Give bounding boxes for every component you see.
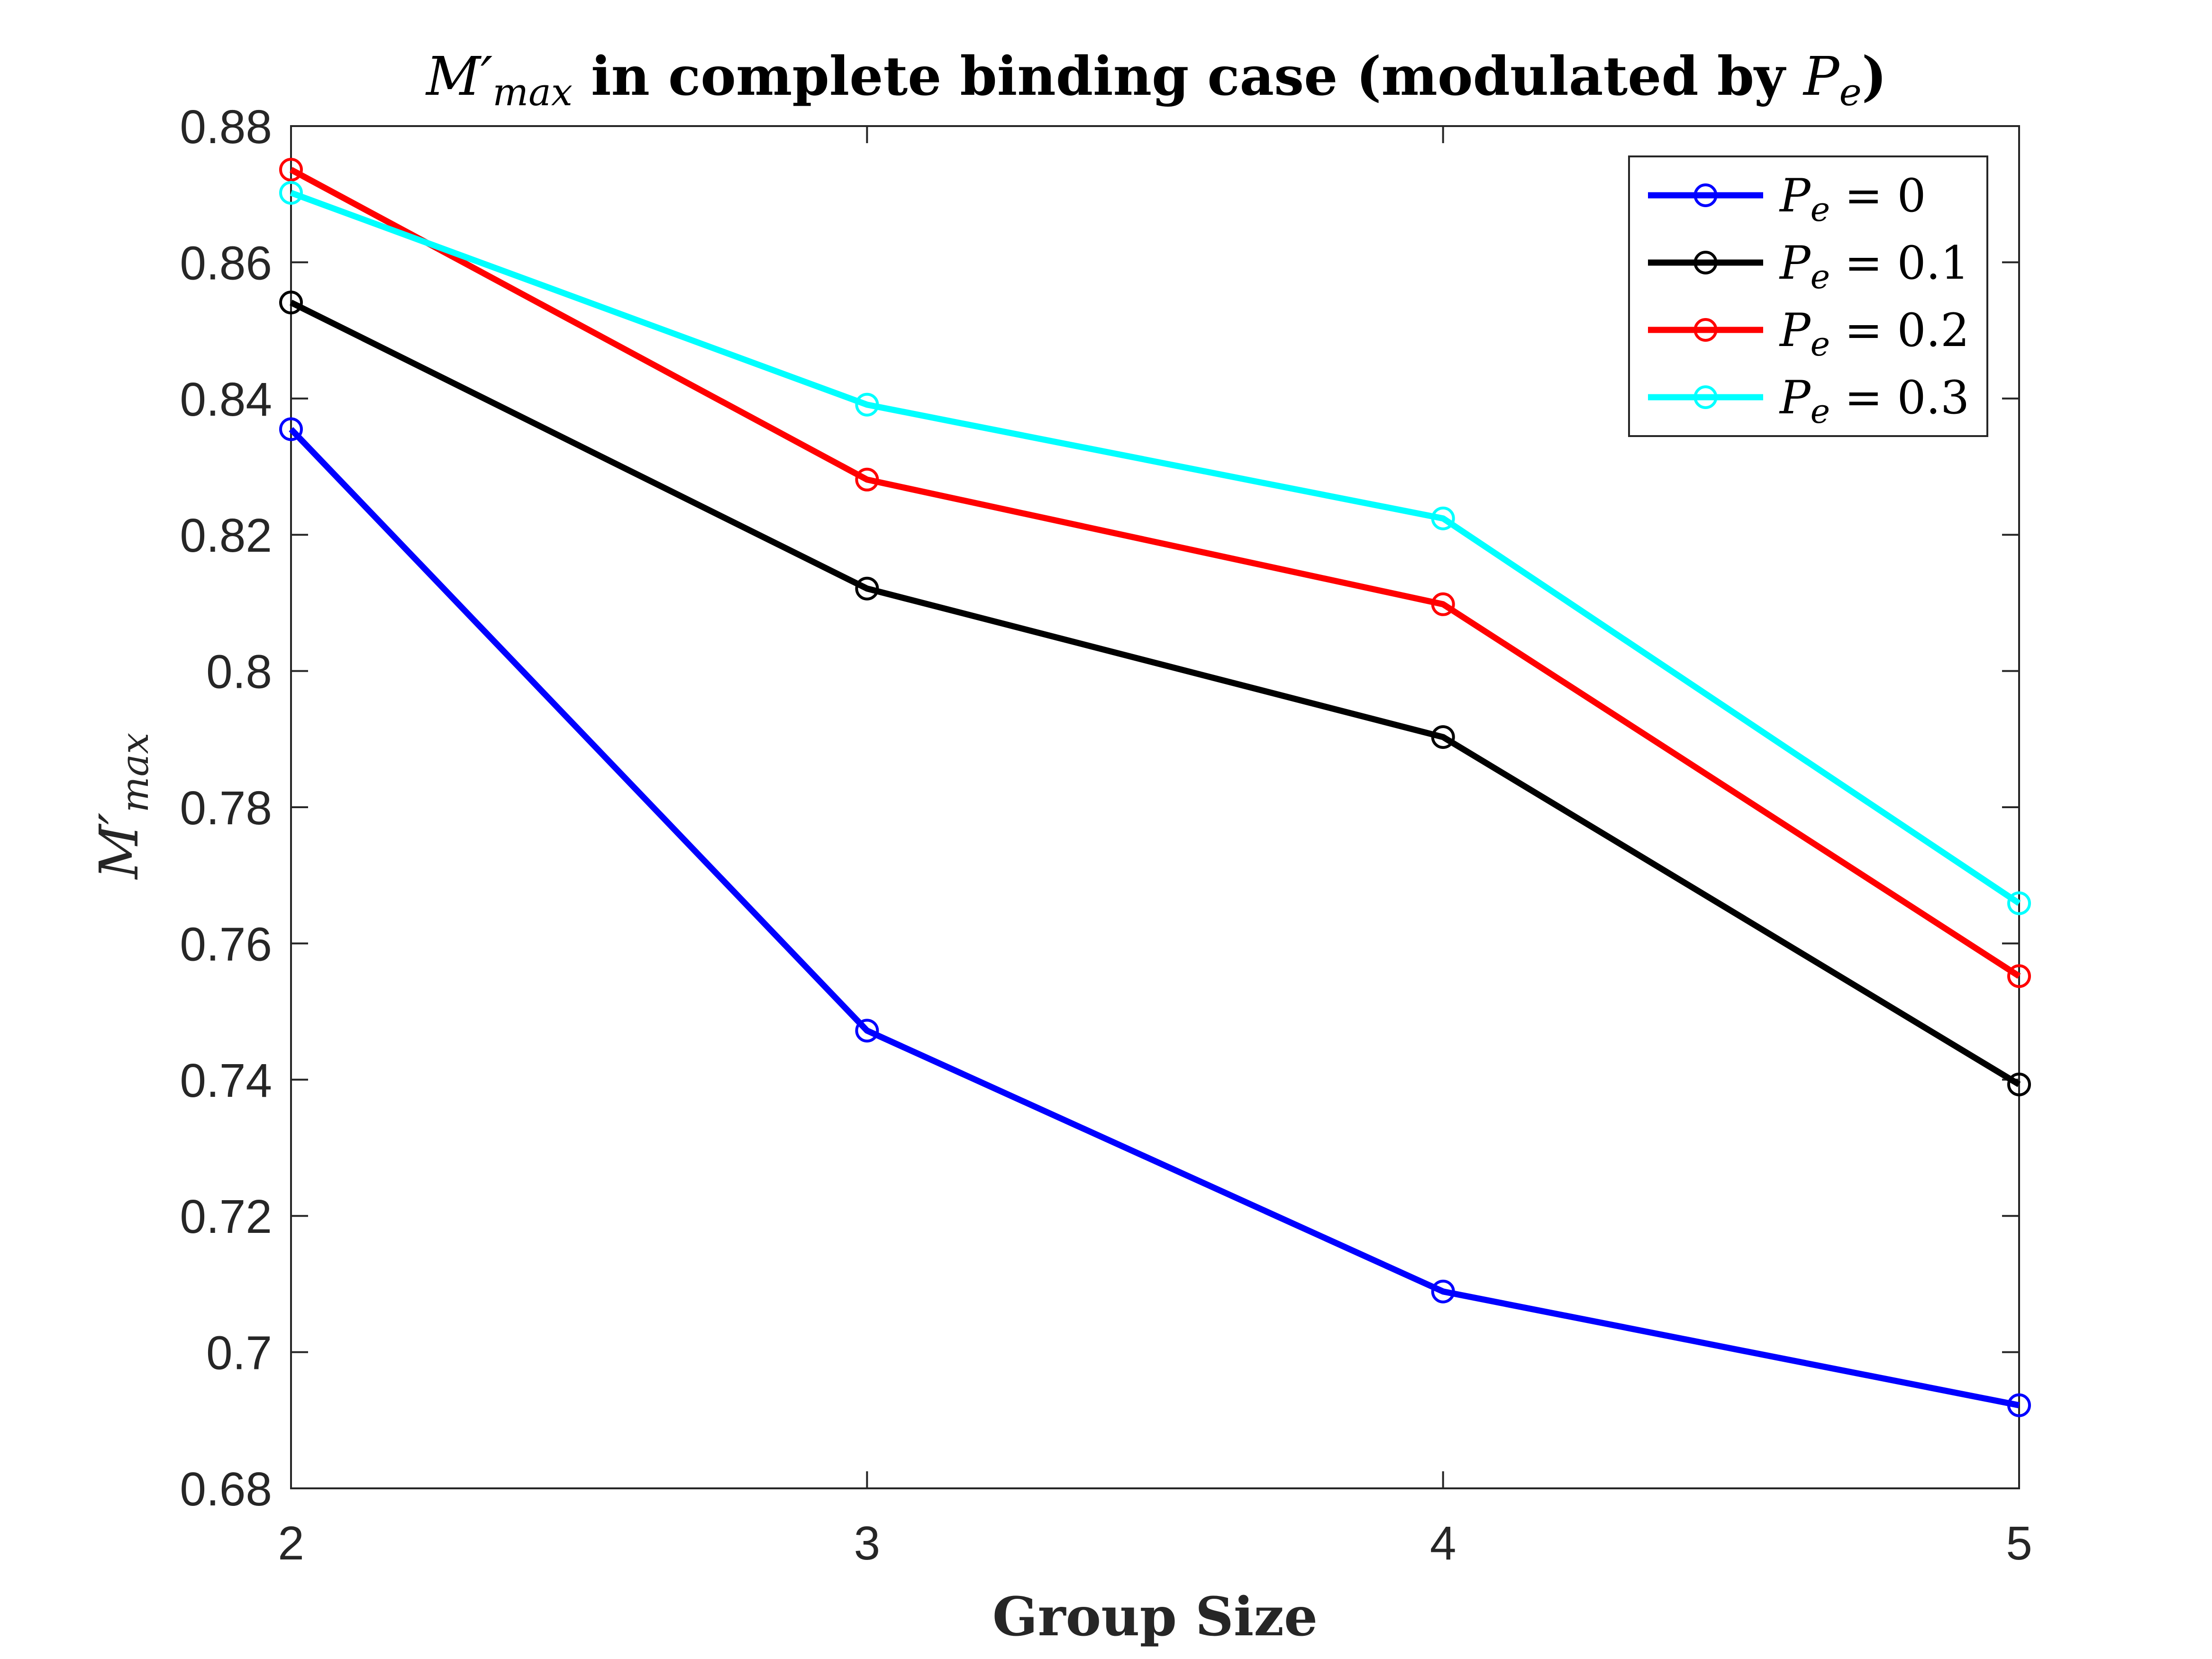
y-tick-label: 0.74 [180,1054,272,1107]
legend-label: Pe = 0.3 [1779,371,1969,431]
y-tick-label: 0.88 [180,100,272,154]
legend-var: P [1779,304,1811,357]
series-line-0 [289,427,2020,1409]
legend-sub: e [1811,325,1830,364]
x-tick-labels: 2 3 4 5 [278,1517,2032,1570]
data-point-0-2 [1431,1279,1455,1304]
legend: Pe = 0Pe = 0.1Pe = 0.2Pe = 0.3 [1628,155,1988,437]
data-point-2-1 [855,467,879,492]
y-label-sub: max [113,733,157,813]
legend-value: = 0.1 [1830,237,1969,290]
legend-var: P [1779,169,1811,222]
legend-var: P [1779,237,1811,290]
ticks [290,125,2020,1489]
y-tick-label: 0.76 [180,918,272,971]
title-close: ) [1862,46,1887,108]
legend-entry-0: Pe = 0 [1648,169,1926,229]
y-tick-labels: 0.68 0.7 0.72 0.74 0.76 0.78 0.8 0.82 0.84 0.86 0.… [180,100,272,1516]
series-line-2 [289,167,2021,979]
y-tick-label: 0.82 [180,509,272,562]
chart-title: M′max in complete binding case (modulate… [425,46,1887,114]
x-axis-label: Group Size [992,1586,1318,1648]
legend-swatch-marker [1693,183,1718,207]
y-tick-label: 0.84 [180,373,272,426]
legend-label: Pe = 0.1 [1779,237,1969,296]
y-tick-label: 0.8 [206,646,272,699]
y-axis-label: M′max [89,733,157,880]
legend-sub: e [1811,392,1830,431]
legend-swatch-marker [1693,385,1718,409]
y-tick-label: 0.86 [180,237,272,290]
legend-swatch-marker [1693,318,1718,342]
y-tick-label: 0.7 [206,1327,272,1380]
legend-swatch-marker [1693,251,1718,274]
legend-label: Pe = 0.2 [1779,304,1969,364]
data-point-3-2 [1431,506,1455,530]
y-label-symbol: M′ [89,812,150,880]
x-tick-label: 4 [1430,1517,1456,1570]
x-tick-label: 2 [278,1517,304,1570]
data-point-2-2 [1431,592,1455,616]
legend-entry-1: Pe = 0.1 [1648,237,1969,296]
title-symbol-sub: max [492,70,573,114]
data-point-1-2 [1431,725,1455,749]
data-point-0-3 [2007,1393,2031,1417]
legend-entry-2: Pe = 0.2 [1648,304,1969,364]
legend-value: = 0 [1830,169,1926,222]
x-tick-label: 5 [2006,1517,2032,1570]
y-tick-label: 0.68 [180,1463,272,1516]
y-tick-label: 0.78 [180,782,272,835]
data-point-3-0 [279,181,303,205]
legend-label: Pe = 0 [1779,169,1926,229]
legend-value: = 0.2 [1830,304,1969,357]
series-markers [279,157,2031,1417]
x-tick-label: 3 [854,1517,881,1570]
data-point-2-0 [279,157,303,182]
data-point-1-0 [279,291,303,315]
legend-box [1628,155,1988,437]
legend-sub: e [1811,257,1830,296]
data-point-2-3 [2007,964,2031,988]
data-point-3-1 [855,392,879,417]
title-param-sub: e [1839,70,1861,114]
data-point-1-3 [2007,1072,2031,1096]
data-point-1-1 [855,576,879,601]
y-tick-label: 0.72 [180,1190,272,1243]
legend-var: P [1779,371,1811,424]
series-line-1 [290,300,2021,1087]
series-lines [289,167,2021,1409]
data-point-0-0 [279,417,303,441]
title-param: P [1802,46,1840,108]
title-symbol: M′ [425,46,492,108]
data-point-0-1 [855,1019,879,1043]
data-point-3-3 [2007,891,2031,915]
series-line-3 [290,190,2021,906]
legend-entry-3: Pe = 0.3 [1648,371,1969,431]
legend-sub: e [1811,190,1830,229]
title-text: in complete binding case (modulated by [573,46,1803,108]
legend-value: = 0.3 [1830,371,1969,424]
